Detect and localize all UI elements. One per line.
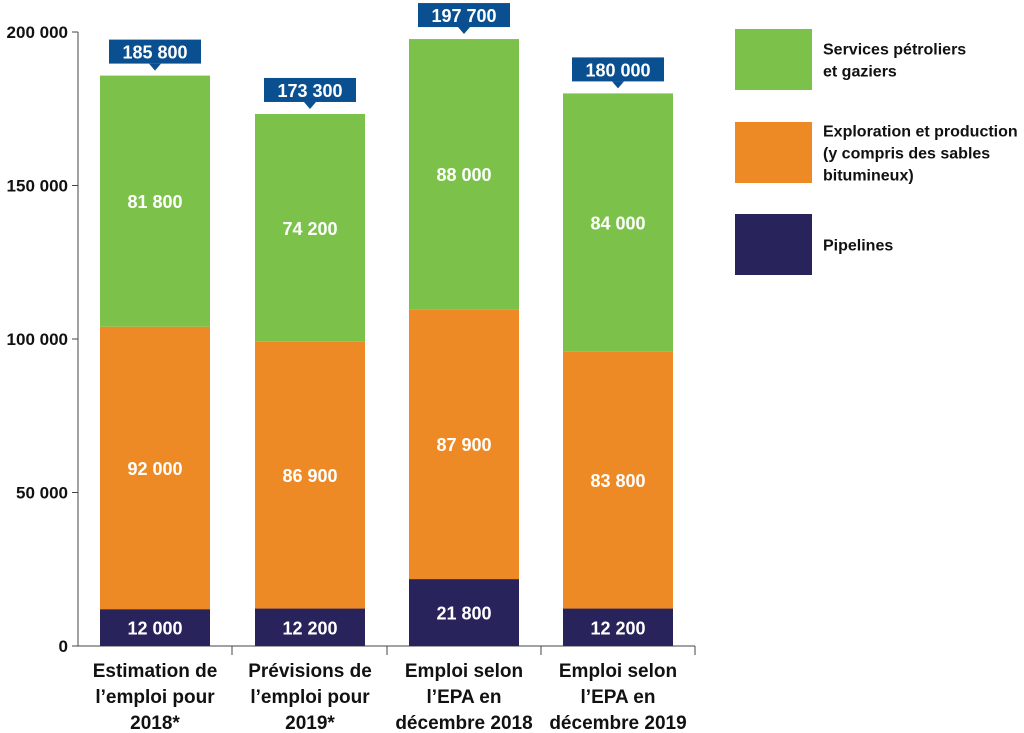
- segment-value-label: 74 200: [282, 219, 337, 239]
- segment-value-label: 83 800: [590, 471, 645, 491]
- bar-segment: [255, 113, 365, 342]
- bar-segment: [100, 609, 210, 646]
- bar-segment: [409, 309, 519, 580]
- segment-value-label: 88 000: [436, 165, 491, 185]
- segment-value-label: 21 800: [436, 604, 491, 624]
- bar-segment: [409, 579, 519, 646]
- x-category-label: l’EPA en: [427, 687, 502, 708]
- x-category-label: l’EPA en: [581, 687, 656, 708]
- total-badge: [109, 39, 201, 64]
- y-tick-label: 200 000: [7, 23, 68, 42]
- x-category-label: l’emploi pour: [95, 687, 215, 708]
- bar-segment: [100, 75, 210, 327]
- bar-segment: [255, 341, 365, 609]
- y-tick-label: 0: [59, 637, 68, 656]
- segment-value-label: 87 900: [436, 435, 491, 455]
- total-value-label: 185 800: [122, 43, 187, 63]
- segment-value-label: 12 200: [282, 618, 337, 638]
- bar-segment: [100, 326, 210, 610]
- x-category-label: Emploi selon: [559, 661, 677, 682]
- legend-label: Services pétroliers: [823, 42, 966, 59]
- legend-label: Pipelines: [823, 238, 893, 255]
- legend-label: bitumineux): [823, 168, 914, 185]
- x-category-label: décembre 2019: [549, 713, 686, 733]
- bar-segment: [563, 351, 673, 609]
- total-badge-pointer: [612, 81, 624, 89]
- y-tick-label: 50 000: [16, 484, 68, 503]
- y-tick-label: 100 000: [7, 330, 68, 349]
- bar-segment: [409, 39, 519, 310]
- segment-value-label: 92 000: [127, 459, 182, 479]
- segment-value-label: 81 800: [127, 192, 182, 212]
- legend-label: (y compris des sables: [823, 146, 990, 163]
- total-value-label: 173 300: [277, 81, 342, 101]
- total-badge-pointer: [149, 63, 161, 71]
- total-badge-pointer: [304, 101, 316, 109]
- x-category-label: Emploi selon: [405, 661, 523, 682]
- legend-label: et gaziers: [823, 64, 897, 81]
- legend-label: Exploration et production: [823, 124, 1018, 141]
- segment-value-label: 84 000: [590, 213, 645, 233]
- segment-value-label: 12 000: [127, 619, 182, 639]
- segment-value-label: 12 200: [590, 618, 645, 638]
- x-category-label: 2018*: [130, 713, 180, 733]
- total-value-label: 180 000: [585, 60, 650, 80]
- total-badge: [264, 77, 356, 102]
- total-badge: [418, 3, 510, 28]
- segment-value-label: 86 900: [282, 466, 337, 486]
- total-badge: [572, 57, 664, 82]
- x-category-label: 2019*: [285, 713, 335, 733]
- legend-swatch: [735, 214, 812, 275]
- bar-segment: [255, 608, 365, 646]
- bar-segment: [563, 608, 673, 646]
- bar-segment: [563, 93, 673, 352]
- legend-swatch: [735, 29, 812, 90]
- total-value-label: 197 700: [431, 6, 496, 26]
- x-category-label: Estimation de: [93, 661, 218, 682]
- y-tick-label: 150 000: [7, 177, 68, 196]
- total-badge-pointer: [458, 27, 470, 35]
- legend-swatch: [735, 122, 812, 183]
- x-category-label: Prévisions de: [248, 661, 372, 682]
- x-category-label: décembre 2018: [395, 713, 532, 733]
- x-category-label: l’emploi pour: [250, 687, 370, 708]
